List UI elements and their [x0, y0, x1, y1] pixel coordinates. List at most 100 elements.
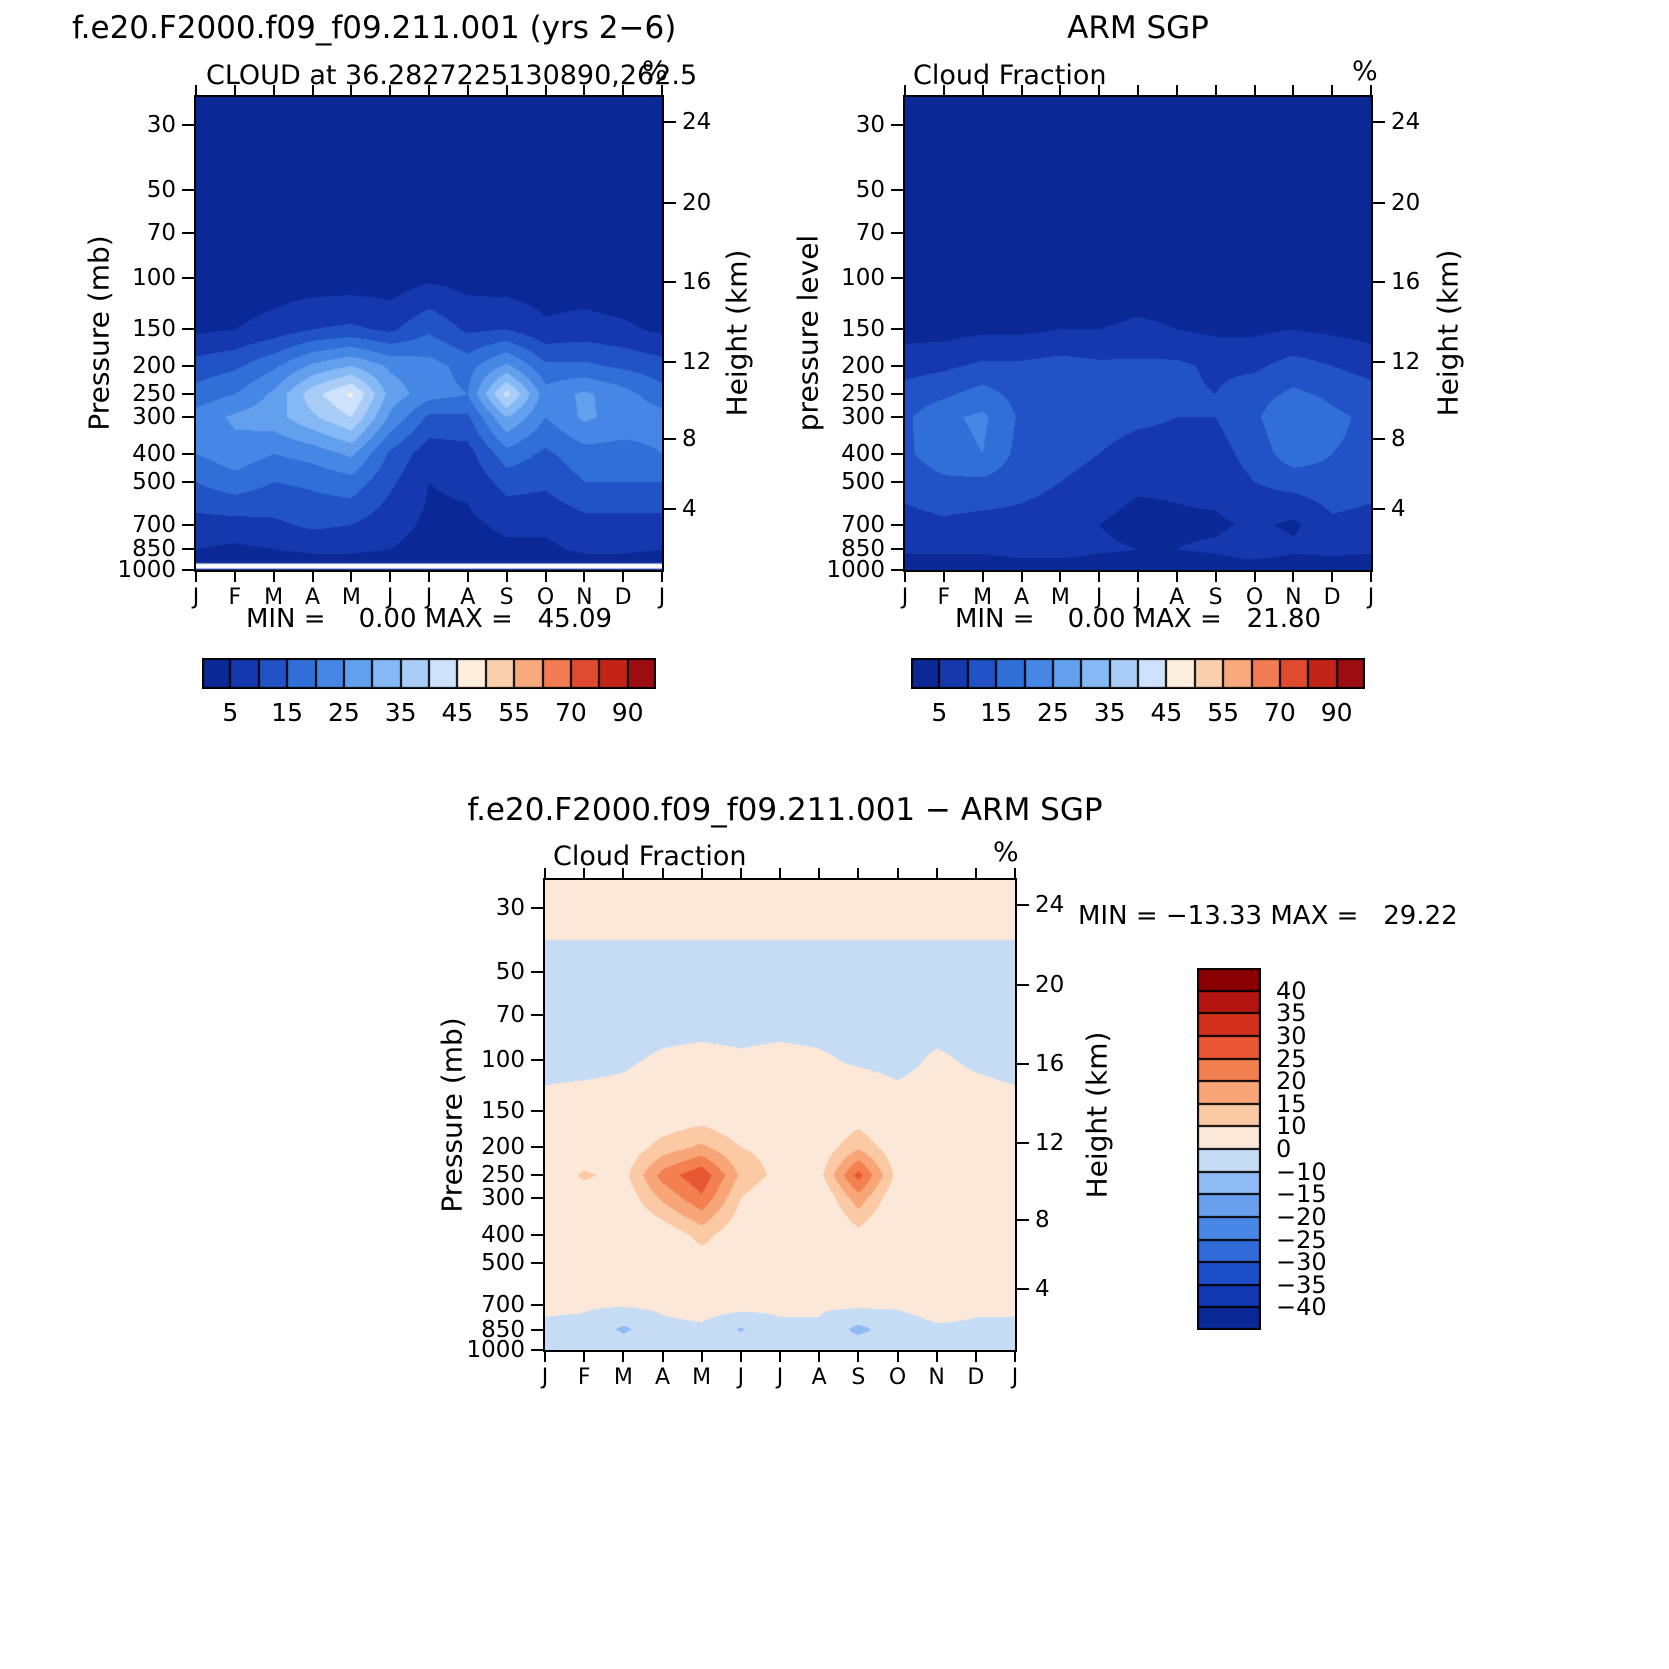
obs-plot-frame — [903, 95, 1373, 572]
diff-minmax-label: MIN = −13.33 MAX = 29.22 — [1078, 901, 1458, 931]
arm-sgp-pressure-tick-label: 30 — [855, 112, 885, 139]
difference-colorbar-label: 30 — [1276, 1021, 1307, 1050]
difference-pressure-tick-label: 150 — [481, 1097, 525, 1124]
arm-sgp-height-tick-label: 20 — [1391, 189, 1421, 216]
arm-sgp-pressure-tick — [891, 189, 903, 192]
model-pressure-tick — [182, 124, 194, 127]
model-month-tick-top — [233, 85, 236, 95]
model-pressure-tick — [182, 548, 194, 551]
arm-sgp-pressure-tick — [891, 548, 903, 551]
difference-colorbar-label: 25 — [1276, 1044, 1307, 1073]
model-month-tick-top — [195, 85, 197, 95]
arm-sgp-month-tick-top — [1253, 85, 1256, 95]
difference-height-tick — [1017, 1063, 1029, 1066]
difference-pressure-tick-label: 100 — [481, 1046, 525, 1073]
model-colorbar-label: 55 — [498, 698, 531, 727]
arm-sgp-pressure-tick-label: 50 — [855, 177, 885, 204]
difference-pressure-tick-label: 400 — [481, 1221, 525, 1248]
arm-sgp-pressure-tick — [891, 452, 903, 455]
difference-height-tick — [1017, 904, 1029, 907]
model-month-tick — [350, 572, 353, 582]
model-height-tick — [664, 438, 676, 441]
obs-colorbar — [911, 658, 1365, 689]
model-height-tick — [664, 361, 676, 364]
model-month-label: J — [658, 585, 666, 610]
arm-sgp-month-label: J — [1095, 585, 1103, 610]
arm-sgp-pressure-tick-label: 150 — [841, 316, 885, 343]
model-contour-canvas — [196, 97, 662, 570]
arm-sgp-month-tick-top — [1292, 85, 1295, 95]
model-month-tick — [428, 572, 430, 582]
difference-month-label: J — [737, 1365, 745, 1390]
difference-colorbar-label: −30 — [1276, 1248, 1327, 1277]
model-height-tick — [664, 281, 676, 284]
difference-month-tick-top — [935, 868, 938, 878]
difference-month-tick — [779, 1352, 781, 1362]
difference-month-label: O — [888, 1365, 907, 1390]
difference-month-label: S — [851, 1365, 866, 1390]
difference-height-tick-label: 8 — [1035, 1207, 1050, 1234]
arm-sgp-colorbar-label: 35 — [1093, 698, 1126, 727]
arm-sgp-pressure-tick — [891, 569, 903, 571]
arm-sgp-pressure-tick — [891, 364, 903, 367]
difference-height-tick-label: 16 — [1035, 1051, 1065, 1078]
diff-plot-frame — [543, 878, 1017, 1352]
difference-pressure-tick — [531, 1261, 543, 1264]
difference-colorbar-label: 10 — [1276, 1112, 1307, 1141]
model-month-tick-top — [622, 85, 625, 95]
model-pressure-tick-label: 200 — [132, 352, 176, 379]
model-height-tick-label: 16 — [682, 269, 712, 296]
arm-sgp-height-tick-label: 16 — [1391, 269, 1421, 296]
arm-sgp-month-label: J — [901, 585, 909, 610]
arm-sgp-month-tick — [981, 572, 984, 582]
difference-month-label: J — [776, 1365, 784, 1390]
model-month-label: J — [386, 585, 394, 610]
difference-colorbar-label: 35 — [1276, 999, 1307, 1028]
difference-colorbar-label: −10 — [1276, 1157, 1327, 1186]
diff-height-axis-label: Height (km) — [1080, 1031, 1114, 1199]
model-month-tick-top — [583, 85, 586, 95]
model-pressure-tick-label: 300 — [132, 404, 176, 431]
arm-sgp-height-tick — [1373, 361, 1385, 364]
difference-height-tick — [1017, 1288, 1029, 1291]
model-month-label: M — [264, 585, 284, 610]
difference-pressure-tick — [531, 1349, 543, 1351]
difference-pressure-tick-label: 850 — [481, 1316, 525, 1343]
difference-month-tick-top — [622, 868, 625, 878]
arm-sgp-colorbar-label: 55 — [1207, 698, 1240, 727]
arm-sgp-month-label: J — [1367, 585, 1375, 610]
difference-pressure-tick — [531, 1174, 543, 1177]
difference-pressure-tick — [531, 1304, 543, 1307]
arm-sgp-height-tick-label: 8 — [1391, 426, 1406, 453]
arm-sgp-pressure-tick — [891, 523, 903, 526]
difference-pressure-tick — [531, 1328, 543, 1331]
arm-sgp-pressure-tick — [891, 124, 903, 127]
arm-sgp-pressure-tick-label: 70 — [855, 219, 885, 246]
arm-sgp-pressure-tick-label: 400 — [841, 440, 885, 467]
difference-month-label: A — [654, 1365, 671, 1390]
difference-month-label: A — [811, 1365, 827, 1390]
difference-pressure-tick-label: 1000 — [466, 1337, 525, 1363]
difference-pressure-tick — [531, 1146, 543, 1149]
arm-sgp-month-tick — [1020, 572, 1023, 582]
arm-sgp-month-label: S — [1208, 585, 1223, 610]
difference-month-tick-top — [739, 868, 742, 878]
obs-minmax-label: MIN = 0.00 MAX = 21.80 — [954, 604, 1322, 634]
arm-sgp-height-tick-label: 24 — [1391, 109, 1421, 136]
arm-sgp-month-tick-top — [1175, 85, 1178, 95]
obs-subtitle: Cloud Fraction — [913, 60, 1107, 91]
model-height-tick-label: 24 — [682, 109, 712, 136]
difference-pressure-tick — [531, 907, 543, 910]
model-minmax-label: MIN = 0.00 MAX = 45.09 — [245, 604, 613, 634]
difference-pressure-tick — [531, 1233, 543, 1236]
model-month-tick-top — [428, 85, 430, 95]
model-height-tick-label: 20 — [682, 189, 712, 216]
arm-sgp-month-tick — [1098, 572, 1101, 582]
model-colorbar-label: 90 — [611, 698, 644, 727]
difference-month-tick-top — [1014, 868, 1016, 878]
obs-percent-label: % — [1352, 56, 1378, 87]
difference-height-tick — [1017, 984, 1029, 987]
arm-sgp-height-tick — [1373, 121, 1385, 124]
arm-sgp-height-tick — [1373, 201, 1385, 204]
arm-sgp-month-tick — [904, 572, 906, 582]
